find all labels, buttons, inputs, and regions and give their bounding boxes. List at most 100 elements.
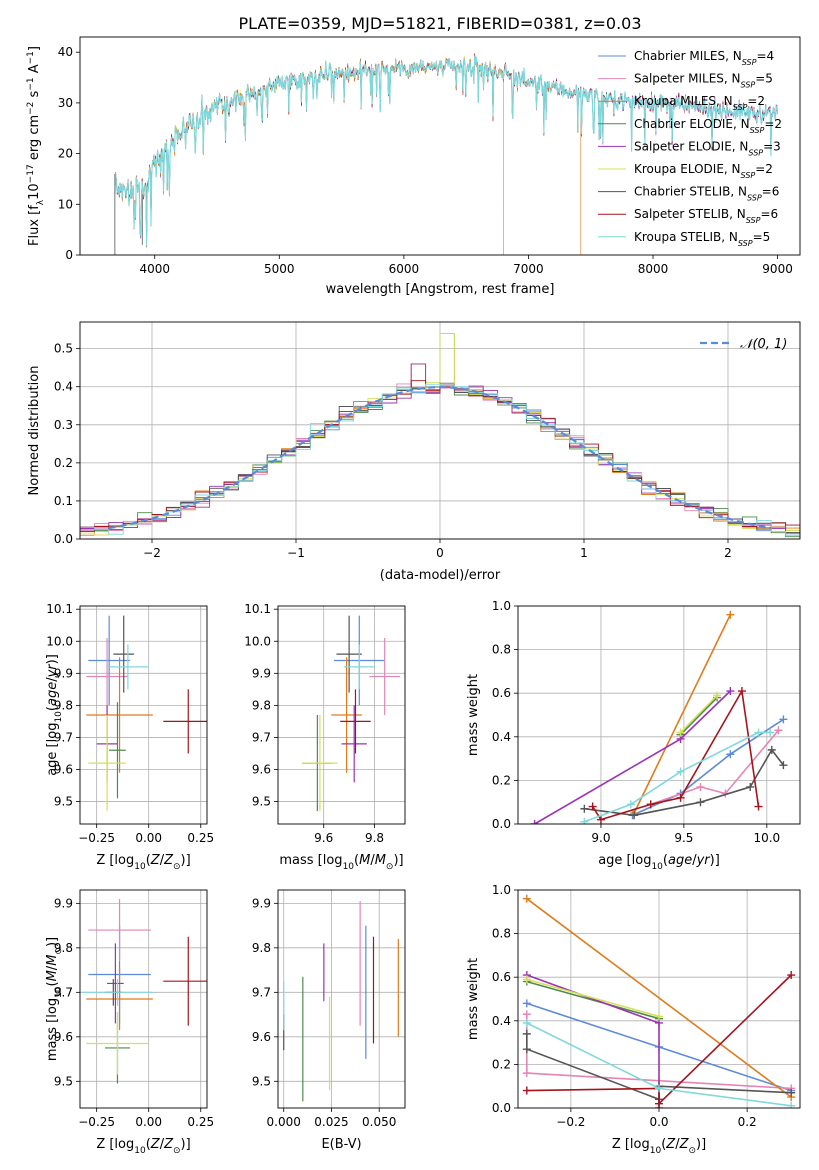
x-tick-label: −0.2 — [556, 1115, 585, 1129]
y-tick-label: 10.0 — [244, 634, 271, 648]
weight-marker — [522, 1086, 531, 1095]
y-tick-label: 0.8 — [492, 643, 511, 657]
x-tick-label: 0 — [436, 546, 444, 560]
y-tick-label: 9.5 — [252, 795, 271, 809]
x-tick-label: −0.25 — [78, 831, 115, 845]
axes-frame — [277, 889, 406, 1109]
errorbar-salpeter-miles — [88, 898, 151, 962]
x-tick-label: −2 — [143, 546, 161, 560]
y-axis-label: mass [log10(M/M⊙)] — [45, 937, 64, 1061]
weight-marker — [630, 811, 639, 820]
weight-marker — [766, 728, 775, 737]
x-tick-label: 6000 — [389, 262, 420, 276]
axes-frame — [79, 889, 208, 1109]
legend-label: Salpeter MILES, NSSP=5 — [634, 72, 773, 90]
y-tick-label: 9.7 — [54, 730, 73, 744]
x-tick-label: 5000 — [264, 262, 295, 276]
y-tick-label: 0.8 — [492, 927, 511, 941]
errorbar-kroupa-miles — [86, 657, 153, 773]
weight-marker — [580, 804, 589, 813]
y-tick-label: 40 — [58, 45, 73, 59]
errorbar-chabrier-elodie — [109, 702, 126, 799]
y-tick-label: 10.0 — [46, 634, 73, 648]
weight-marker — [588, 802, 597, 811]
weight-marker — [522, 894, 531, 903]
axes-frame — [277, 605, 406, 825]
weight-line-chabrier-stelib — [580, 745, 788, 820]
x-tick-label: 0.000 — [267, 1115, 301, 1129]
y-tick-label: 0.0 — [492, 817, 511, 831]
histogram-salpeter-stelib — [80, 380, 800, 539]
panel-weight-vs-age: 9.0 9.5 10.0 0.0 0.2 0.4 0.6 0.8 1.0 age [log10(a… — [466, 599, 801, 872]
errorbar-kroupa-stelib — [107, 644, 149, 690]
y-tick-label: 20 — [58, 147, 73, 161]
y-tick-label: 9.7 — [252, 985, 271, 999]
x-tick-label: 9.0 — [591, 831, 610, 845]
weight-marker — [726, 610, 735, 619]
y-tick-label: 9.5 — [252, 1074, 271, 1088]
legend-label: Chabrier ELODIE, NSSP=2 — [634, 117, 782, 135]
x-axis-label: wavelength [Angstrom, rest frame] — [326, 282, 555, 297]
x-tick-label: 0.25 — [187, 1115, 214, 1129]
y-tick-label: 1.0 — [492, 599, 511, 613]
y-tick-label: 9.6 — [54, 763, 73, 777]
legend-label: Chabrier MILES, NSSP=4 — [634, 49, 774, 67]
panel-spectrum: 4000 5000 6000 7000 8000 9000 0 10 20 30 40 wavelen… — [26, 36, 801, 297]
weight-marker — [696, 798, 705, 807]
panel-residuals: −2 −1 0 1 2 0.0 0.1 0.2 0.3 0.4 0.5 (data-model)/er… — [27, 321, 801, 583]
axes-frame — [79, 321, 801, 540]
axes-frame — [79, 605, 208, 825]
weight-line — [591, 688, 760, 821]
x-tick-label: 9000 — [762, 262, 793, 276]
weight-line — [526, 898, 792, 1098]
weight-marker — [779, 715, 788, 724]
y-tick-label: 0.0 — [54, 532, 73, 546]
weight-line — [584, 748, 785, 817]
weight-line-salpeter-stelib — [588, 687, 763, 824]
y-tick-label: 10.1 — [46, 602, 73, 616]
y-tick-label: 9.9 — [54, 666, 73, 680]
x-tick-label: 2 — [724, 546, 732, 560]
panel-weight-vs-Z: −0.2 0.0 0.2 0.0 0.2 0.4 0.6 0.8 1.0 Z [log10(Z/Z… — [466, 883, 801, 1156]
weight-line-kroupa-elodie — [676, 691, 722, 737]
weight-marker — [522, 1029, 531, 1038]
errorbar-kroupa-elodie — [86, 1012, 149, 1075]
y-tick-label: 9.5 — [54, 1074, 73, 1088]
y-tick-label: 9.7 — [252, 730, 271, 744]
x-axis-label: Z [log10(Z/Z⊙)] — [96, 853, 190, 872]
weight-marker — [746, 782, 755, 791]
x-tick-label: 8000 — [638, 262, 669, 276]
weight-marker — [580, 817, 589, 824]
y-axis-label: Flux [fλ10−17 erg cm−2 s−1 A−1] — [26, 46, 46, 246]
plot-area: 4000 5000 6000 7000 8000 9000010203040wavelen… — [26, 36, 801, 1156]
errorbar-chabrier-stelib — [113, 615, 135, 693]
weight-line — [526, 978, 660, 1018]
legend-label: Salpeter ELODIE, NSSP=3 — [634, 139, 781, 157]
y-tick-label: 0.5 — [54, 342, 73, 356]
axes-frame — [79, 36, 801, 256]
legend-label: 𝒩(0, 1) — [740, 337, 787, 352]
y-tick-label: 0.1 — [54, 494, 73, 508]
weight-marker — [522, 1069, 531, 1078]
weight-marker — [787, 971, 796, 980]
panel-age-vs-Z: −0.25 0.00 0.25 9.5 9.6 9.7 9.8 9.9 10.0 10.1 Z [l… — [45, 602, 214, 872]
legend-label: Kroupa ELODIE, NSSP=2 — [634, 162, 773, 180]
y-tick-label: 9.9 — [54, 896, 73, 910]
x-tick-label: 0.00 — [135, 831, 162, 845]
weight-marker — [787, 1101, 796, 1108]
y-tick-label: 0.4 — [54, 380, 73, 394]
x-tick-label: 10.0 — [753, 831, 780, 845]
weight-marker — [787, 1088, 796, 1097]
weight-marker — [626, 800, 635, 809]
errorbar-kroupa-stelib — [82, 978, 153, 1006]
y-tick-label: 0.4 — [492, 730, 511, 744]
weight-marker — [522, 1045, 531, 1054]
errorbar-salpeter-miles — [86, 638, 128, 715]
errorbar-salpeter-stelib — [340, 689, 371, 754]
errorbar-kroupa-elodie — [302, 715, 338, 812]
legend-label: Chabrier STELIB, NSSP=6 — [634, 185, 779, 203]
x-tick-label: 9.6 — [314, 831, 333, 845]
y-tick-label: 9.7 — [54, 985, 73, 999]
weight-marker — [655, 1099, 663, 1108]
